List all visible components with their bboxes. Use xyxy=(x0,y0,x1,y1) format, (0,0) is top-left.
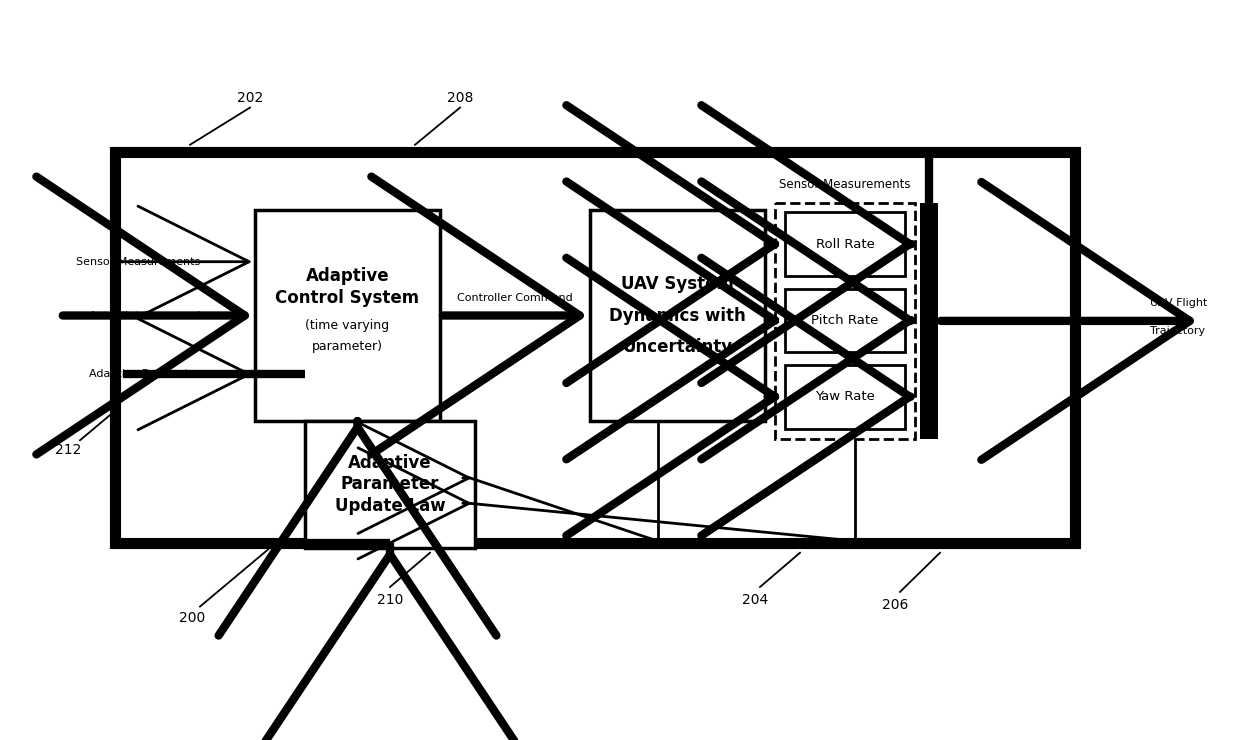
Text: (time varying: (time varying xyxy=(305,319,389,332)
Text: Sensor Measurements: Sensor Measurements xyxy=(76,257,200,266)
Text: Update Law: Update Law xyxy=(335,497,445,515)
Text: Control System: Control System xyxy=(275,289,419,307)
Bar xyxy=(785,212,905,276)
Bar xyxy=(775,203,915,440)
Bar xyxy=(920,203,937,440)
Text: 200: 200 xyxy=(179,611,205,625)
Text: Trajectory: Trajectory xyxy=(1149,326,1205,336)
Text: Sensor Measurements: Sensor Measurements xyxy=(779,178,910,192)
Text: Autopilot Command: Autopilot Command xyxy=(89,311,200,320)
Text: Adaptive Parameter: Adaptive Parameter xyxy=(89,369,200,379)
Text: Adaptive: Adaptive xyxy=(348,454,432,471)
Text: Adaptive: Adaptive xyxy=(306,267,389,286)
Text: Dynamics with: Dynamics with xyxy=(609,306,746,325)
Text: 210: 210 xyxy=(377,593,403,607)
Bar xyxy=(590,210,765,420)
Text: 206: 206 xyxy=(882,598,908,611)
Text: 202: 202 xyxy=(237,91,263,105)
Text: Pitch Rate: Pitch Rate xyxy=(811,314,879,327)
Bar xyxy=(115,152,1075,543)
Bar xyxy=(785,365,905,428)
Text: Parameter: Parameter xyxy=(341,475,439,494)
Bar xyxy=(785,289,905,352)
Text: UAV Flight: UAV Flight xyxy=(1149,298,1208,309)
Text: Controller Command: Controller Command xyxy=(458,293,573,303)
Text: 212: 212 xyxy=(55,443,81,457)
Text: 208: 208 xyxy=(446,91,474,105)
Text: Yaw Rate: Yaw Rate xyxy=(815,390,875,403)
Text: Roll Rate: Roll Rate xyxy=(816,238,874,251)
Text: UAV System: UAV System xyxy=(621,275,734,293)
Text: 204: 204 xyxy=(742,593,768,607)
Text: parameter): parameter) xyxy=(312,340,383,353)
Bar xyxy=(255,210,440,420)
Bar xyxy=(305,420,475,548)
Text: Uncertainty: Uncertainty xyxy=(622,338,733,356)
